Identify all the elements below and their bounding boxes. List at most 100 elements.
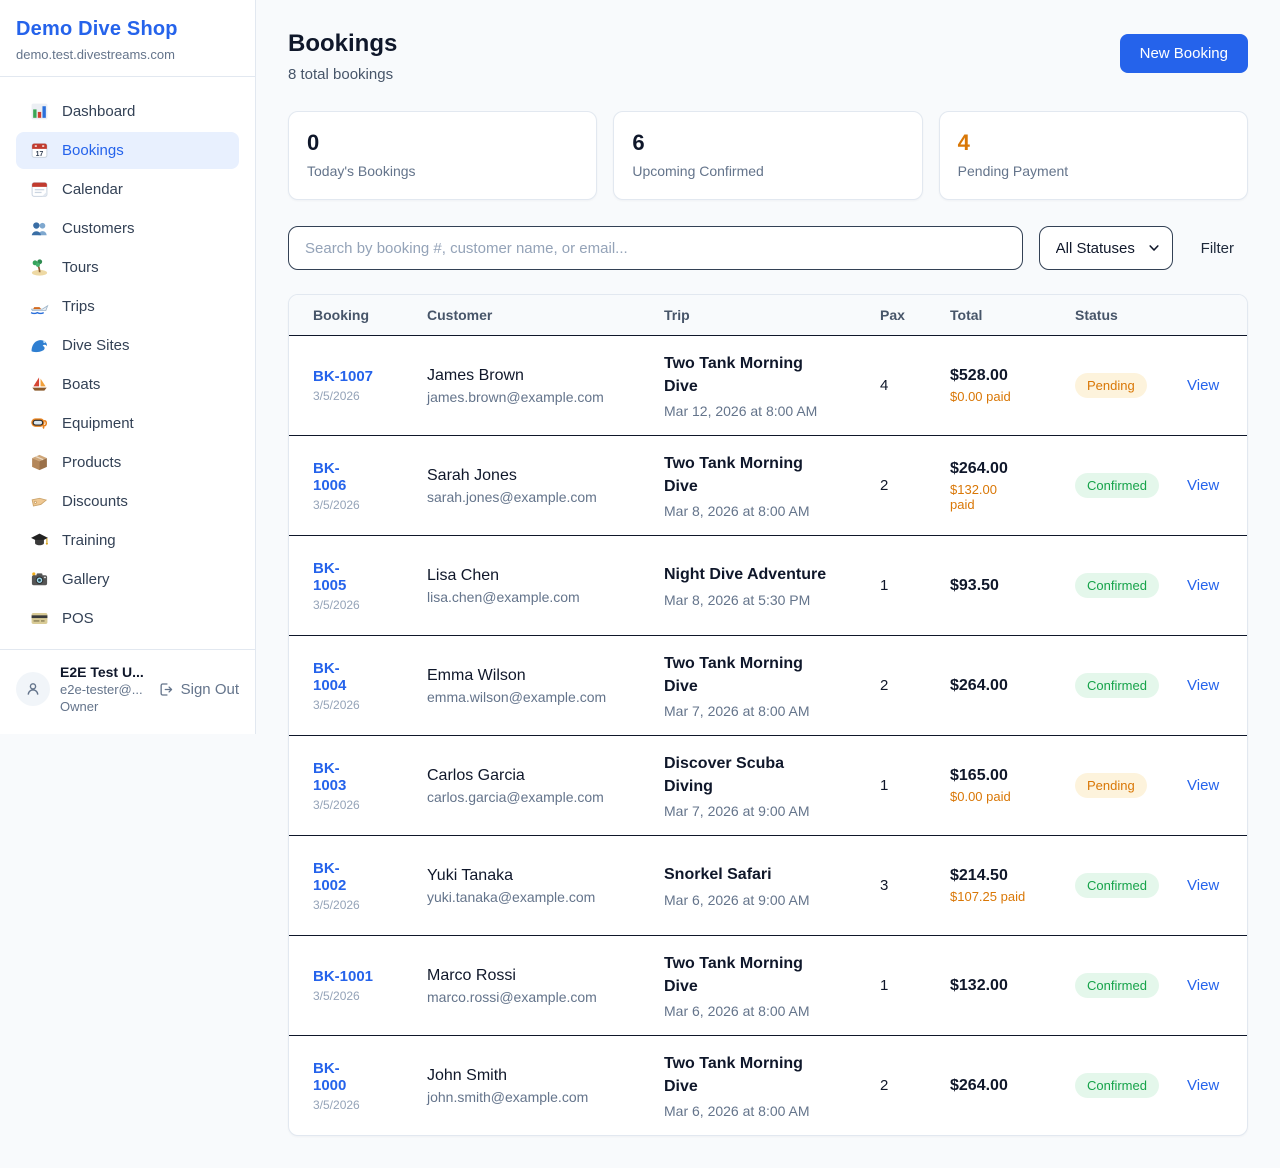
filter-button[interactable]: Filter — [1200, 239, 1234, 257]
user-name: E2E Test U... — [60, 664, 144, 680]
sidebar-item-dive-sites[interactable]: Dive Sites — [16, 327, 239, 364]
booking-cell: BK- 1004 3/5/2026 — [313, 646, 427, 726]
booking-date: 3/5/2026 — [313, 1097, 360, 1112]
view-link[interactable]: View — [1187, 377, 1220, 394]
status-cell: Confirmed — [1075, 859, 1187, 912]
sidebar-item-products[interactable]: Products — [16, 444, 239, 481]
booking-id-link[interactable]: BK- 1005 — [313, 559, 347, 594]
status-select[interactable]: All Statuses — [1038, 226, 1173, 270]
customer-name: Emma Wilson — [427, 666, 526, 684]
table-row: BK- 1003 3/5/2026 Carlos Garcia carlos.g… — [289, 735, 1247, 835]
booking-id-link[interactable]: BK- 1003 — [313, 759, 347, 794]
person-icon — [27, 683, 39, 695]
sidebar-item-label: Bookings — [62, 142, 124, 159]
table-row: BK- 1004 3/5/2026 Emma Wilson emma.wilso… — [289, 635, 1247, 735]
sidebar-item-label: Trips — [62, 298, 95, 315]
customer-name: Sarah Jones — [427, 466, 517, 484]
status-badge: Confirmed — [1075, 873, 1159, 898]
sidebar-item-pos[interactable]: POS — [16, 600, 239, 637]
sidebar-item-bookings[interactable]: 17 Bookings — [16, 132, 239, 169]
sidebar-item-gallery[interactable]: Gallery — [16, 561, 239, 598]
status-badge: Confirmed — [1075, 973, 1159, 998]
user-info: E2E Test U... e2e-tester@... Owner — [60, 664, 147, 714]
table-row: BK- 1002 3/5/2026 Yuki Tanaka yuki.tanak… — [289, 835, 1247, 935]
trip-datetime: Mar 6, 2026 at 9:00 AM — [664, 891, 810, 908]
sidebar-item-equipment[interactable]: Equipment — [16, 405, 239, 442]
status-cell: Confirmed — [1075, 959, 1187, 1012]
booking-date: 3/5/2026 — [313, 389, 360, 403]
booking-id-link[interactable]: BK- 1002 — [313, 859, 347, 894]
sidebar-item-customers[interactable]: Customers — [16, 210, 239, 247]
sidebar-item-calendar[interactable]: Calendar — [16, 171, 239, 208]
status-select-wrap: All Statuses — [1038, 226, 1173, 270]
table-row: BK- 1005 3/5/2026 Lisa Chen lisa.chen@ex… — [289, 535, 1247, 635]
shop-name: Demo Dive Shop — [16, 18, 178, 40]
view-link[interactable]: View — [1187, 877, 1220, 894]
booking-id-link[interactable]: BK- 1004 — [313, 659, 347, 694]
view-link[interactable]: View — [1187, 577, 1220, 594]
stat-value: 4 — [957, 130, 970, 155]
view-link[interactable]: View — [1187, 977, 1220, 994]
sign-out-label: Sign Out — [180, 680, 239, 698]
sidebar-item-training[interactable]: Training — [16, 522, 239, 559]
total-cell: $214.50 $107.25 paid — [950, 853, 1075, 918]
trip-name: Two Tank Morning Dive — [664, 954, 803, 995]
booking-cell: BK- 1005 3/5/2026 — [313, 546, 427, 626]
sign-out-icon — [157, 681, 174, 698]
dive-mask-icon — [30, 414, 49, 433]
table-row: BK- 1000 3/5/2026 John Smith john.smith@… — [289, 1035, 1247, 1135]
search-input[interactable] — [288, 226, 1023, 270]
sidebar-nav: Dashboard 17 Bookings Calendar Customers… — [0, 77, 255, 649]
paid-amount: $0.00 paid — [950, 389, 1011, 404]
customer-email: sarah.jones@example.com — [427, 488, 597, 505]
status-cell: Pending — [1075, 759, 1187, 812]
booking-cell: BK-1007 3/5/2026 — [313, 354, 427, 417]
bookings-table: Booking Customer Trip Pax Total Status B… — [288, 294, 1248, 1136]
page-subtitle: 8 total bookings — [288, 66, 394, 83]
booking-id-link[interactable]: BK-1001 — [313, 968, 374, 985]
customer-email: yuki.tanaka@example.com — [427, 888, 596, 905]
trip-name: Two Tank Morning Dive — [664, 1054, 803, 1095]
view-link[interactable]: View — [1187, 1077, 1220, 1094]
trip-cell: Discover Scuba Diving Mar 7, 2026 at 9:0… — [664, 738, 880, 833]
view-link[interactable]: View — [1187, 677, 1220, 694]
trip-cell: Night Dive Adventure Mar 8, 2026 at 5:30… — [664, 549, 880, 621]
customer-name: Yuki Tanaka — [427, 866, 513, 884]
stat-label: Upcoming Confirmed — [632, 163, 764, 179]
sidebar-item-trips[interactable]: Trips — [16, 288, 239, 325]
user-role: Owner — [60, 699, 99, 714]
bar-chart-icon — [30, 102, 49, 121]
column-header-booking: Booking — [313, 307, 369, 323]
customer-email: emma.wilson@example.com — [427, 688, 607, 705]
sidebar-item-discounts[interactable]: Discounts — [16, 483, 239, 520]
view-link[interactable]: View — [1187, 477, 1220, 494]
booking-cell: BK- 1006 3/5/2026 — [313, 446, 427, 526]
actions-cell: View — [1187, 363, 1227, 408]
sign-out-button[interactable]: Sign Out — [157, 681, 239, 698]
trip-name: Two Tank Morning Dive — [664, 354, 803, 395]
new-booking-button[interactable]: New Booking — [1119, 34, 1248, 73]
booking-id-link[interactable]: BK- 1000 — [313, 1059, 347, 1094]
sidebar-item-boats[interactable]: Boats — [16, 366, 239, 403]
customer-cell: James Brown james.brown@example.com — [427, 353, 664, 419]
stat-card-todays-bookings: 0 Today's Bookings — [288, 111, 598, 200]
table-body: BK-1007 3/5/2026 James Brown james.brown… — [289, 335, 1247, 1135]
sidebar-item-tours[interactable]: Tours — [16, 249, 239, 286]
paid-amount: $107.25 paid — [950, 889, 1026, 904]
status-badge: Confirmed — [1075, 473, 1159, 498]
view-link[interactable]: View — [1187, 777, 1220, 794]
booking-cell: BK- 1003 3/5/2026 — [313, 746, 427, 826]
sidebar-item-label: Products — [62, 454, 122, 471]
booking-date: 3/5/2026 — [313, 797, 360, 812]
sidebar: Demo Dive Shop demo.test.divestreams.com… — [0, 0, 256, 734]
status-badge: Confirmed — [1075, 573, 1159, 598]
pax-cell: 1 — [880, 577, 889, 594]
trip-datetime: Mar 8, 2026 at 8:00 AM — [664, 503, 810, 520]
booking-cell: BK- 1002 3/5/2026 — [313, 846, 427, 926]
sidebar-item-dashboard[interactable]: Dashboard — [16, 93, 239, 130]
booking-id-link[interactable]: BK-1007 — [313, 368, 374, 385]
trip-datetime: Mar 6, 2026 at 8:00 AM — [664, 1103, 810, 1120]
booking-id-link[interactable]: BK- 1006 — [313, 459, 347, 494]
stats-row: 0 Today's Bookings 6 Upcoming Confirmed … — [288, 111, 1248, 200]
actions-cell: View — [1187, 563, 1227, 608]
